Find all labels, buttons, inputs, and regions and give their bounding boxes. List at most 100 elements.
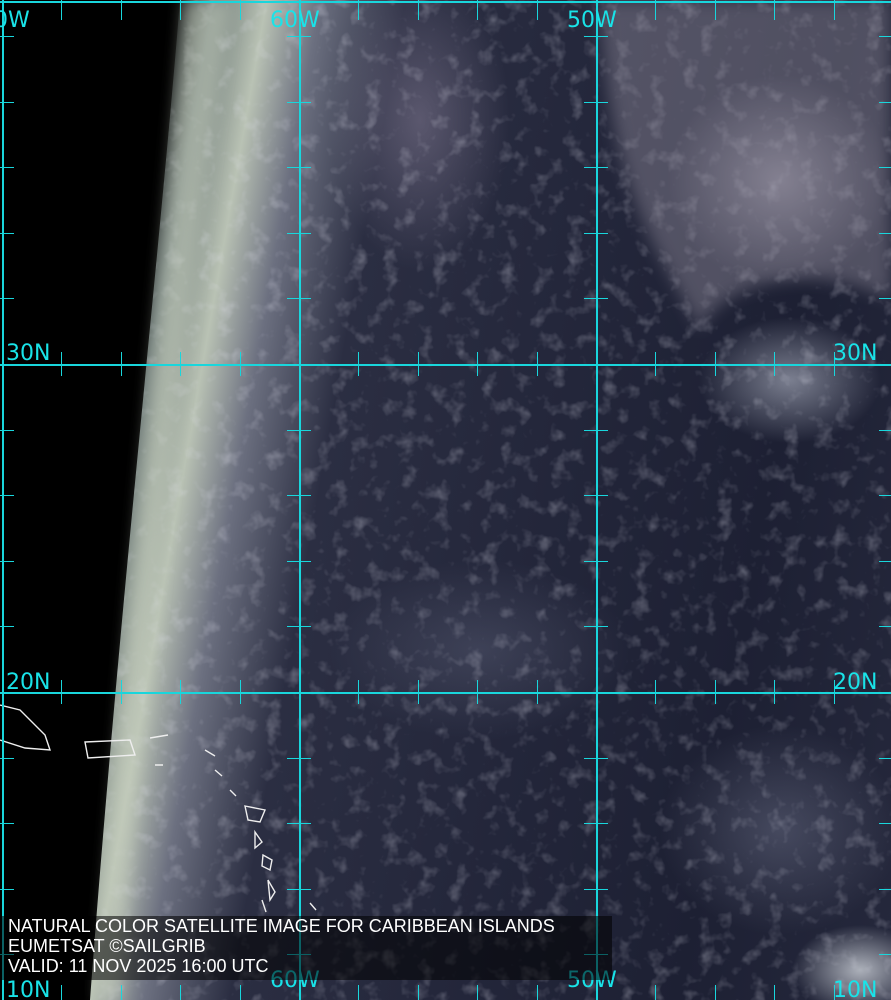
grid-tick: [0, 888, 12, 890]
grid-tick: [239, 680, 241, 704]
grid-tick: [477, 352, 479, 376]
caption-title: NATURAL COLOR SATELLITE IMAGE FOR CARIBB…: [8, 916, 555, 936]
grid-tick: [833, 680, 835, 704]
grid-tick: [180, 352, 182, 376]
gridline-top: [0, 1, 891, 3]
label-left-30n: 30N: [6, 341, 51, 366]
grid-tick: [287, 36, 311, 37]
label-bottom-10n-right: 10N: [833, 978, 878, 1000]
label-right-30n: 30N: [833, 341, 878, 366]
caption-valid-time: VALID: 11 NOV 2025 16:00 UTC: [8, 956, 269, 976]
grid-tick: [774, 352, 776, 376]
grid-tick: [477, 0, 479, 20]
grid-tick: [287, 626, 311, 628]
grid-tick: [287, 101, 311, 103]
grid-tick: [299, 985, 300, 1000]
grid-tick: [584, 560, 608, 562]
grid-tick: [287, 692, 311, 693]
grid-tick: [477, 680, 479, 704]
grid-tick: [180, 0, 182, 20]
grid-tick: [287, 823, 311, 825]
grid-tick: [536, 352, 538, 376]
grid-tick: [180, 985, 182, 1000]
grid-tick: [358, 680, 360, 704]
grid-tick: [287, 757, 311, 759]
grid-tick: [120, 680, 122, 704]
gridline-70w: [2, 0, 4, 1000]
grid-tick: [655, 680, 657, 704]
gridline-50w: [596, 0, 598, 1000]
grid-tick: [655, 985, 657, 1000]
grid-tick: [0, 626, 12, 628]
grid-tick: [879, 757, 891, 759]
grid-tick: [287, 298, 311, 300]
grid-tick: [0, 495, 12, 497]
grid-tick: [61, 680, 63, 704]
grid-tick: [774, 680, 776, 704]
gridline-20n: [0, 692, 891, 694]
grid-tick: [536, 985, 538, 1000]
grid-tick: [584, 298, 608, 300]
grid-tick: [239, 0, 241, 20]
grid-tick: [655, 0, 657, 20]
grid-tick: [0, 560, 12, 562]
grid-tick: [833, 0, 835, 20]
grid-tick: [879, 364, 891, 365]
grid-tick: [584, 429, 608, 431]
grid-tick: [879, 692, 891, 693]
grid-tick: [584, 167, 608, 169]
grid-tick: [0, 823, 12, 825]
grid-tick: [879, 429, 891, 431]
grid-tick: [0, 429, 12, 431]
grid-tick: [417, 352, 419, 376]
grid-tick: [2, 0, 3, 20]
gridline-30n: [0, 364, 891, 366]
grid-tick: [120, 985, 122, 1000]
grid-tick: [584, 888, 608, 890]
grid-tick: [180, 680, 182, 704]
label-top-70w: 0W: [0, 8, 30, 33]
grid-tick: [584, 495, 608, 497]
gridline-60w: [299, 0, 301, 1000]
grid-tick: [714, 352, 716, 376]
grid-tick: [2, 985, 3, 1000]
grid-tick: [61, 0, 63, 20]
grid-tick: [0, 298, 12, 300]
grid-tick: [0, 757, 12, 759]
grid-tick: [879, 101, 891, 103]
label-top-60w: 60W: [270, 8, 320, 33]
island-outlines: [0, 704, 317, 913]
grid-tick: [833, 352, 835, 376]
grid-tick: [584, 232, 608, 234]
caption-box: NATURAL COLOR SATELLITE IMAGE FOR CARIBB…: [0, 916, 612, 980]
grid-tick: [477, 985, 479, 1000]
grid-tick: [584, 36, 608, 37]
grid-tick: [358, 352, 360, 376]
grid-tick: [536, 0, 538, 20]
grid-tick: [714, 985, 716, 1000]
grid-tick: [0, 101, 12, 103]
grid-tick: [596, 985, 597, 1000]
grid-tick: [655, 352, 657, 376]
grid-tick: [879, 36, 891, 37]
label-top-50w: 50W: [567, 8, 617, 33]
grid-tick: [61, 985, 63, 1000]
grid-tick: [584, 101, 608, 103]
grid-tick: [0, 364, 12, 365]
grid-tick: [584, 692, 608, 693]
grid-tick: [299, 0, 300, 20]
grid-tick: [417, 680, 419, 704]
grid-tick: [596, 0, 597, 20]
grid-tick: [536, 680, 538, 704]
grid-tick: [879, 232, 891, 234]
grid-tick: [584, 626, 608, 628]
grid-tick: [287, 560, 311, 562]
grid-tick: [417, 985, 419, 1000]
grid-tick: [287, 495, 311, 497]
grid-tick: [287, 888, 311, 890]
grid-tick: [714, 680, 716, 704]
caption-credit: EUMETSAT ©SAILGRIB: [8, 936, 206, 956]
grid-tick: [879, 167, 891, 169]
grid-tick: [239, 352, 241, 376]
